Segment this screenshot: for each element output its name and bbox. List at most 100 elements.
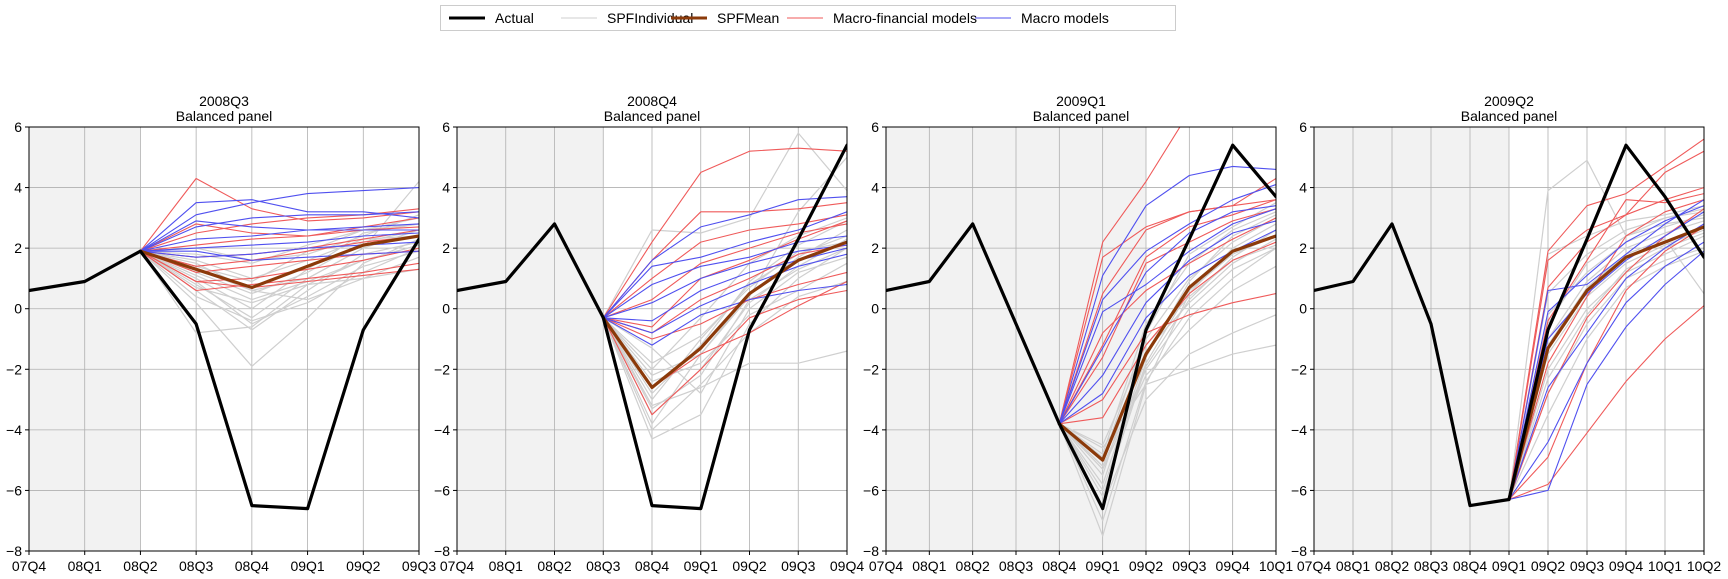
y-tick-label: 0	[14, 301, 22, 317]
x-tick-label: 08Q4	[1042, 558, 1076, 574]
macro-model-line	[1058, 205, 1276, 425]
chart-panel: −8 −6 −4 −2 0 2 4 6 07Q4 08Q1 08Q2 08Q3 08Q4 09Q1 09Q2…	[6, 93, 436, 574]
spf-individual-line	[139, 250, 419, 304]
y-tick-label: −4	[434, 422, 450, 438]
macro-financial-line	[1058, 199, 1276, 425]
spf-individual-line	[602, 156, 847, 376]
spf-individual-line	[1058, 238, 1276, 458]
legend-label: Actual	[495, 10, 534, 26]
x-tick-label: 09Q1	[684, 558, 718, 574]
macro-financial-line	[602, 220, 847, 328]
macro-financial-line	[139, 177, 419, 252]
y-tick-label: 0	[442, 301, 450, 317]
y-tick-label: −6	[6, 482, 22, 498]
x-tick-label: 08Q1	[68, 558, 102, 574]
y-tick-label: −2	[863, 361, 879, 377]
chart-panel: −8 −6 −4 −2 0 2 4 6 07Q4 08Q1 08Q2 08Q3 08Q4 09Q1 09Q2…	[1291, 93, 1721, 574]
actual-line	[1314, 143, 1704, 508]
macro-model-line	[139, 223, 419, 252]
macro-model-line	[1058, 165, 1276, 425]
macro-financial-line	[1058, 199, 1276, 425]
chart-subtitle: Balanced panel	[1033, 108, 1130, 124]
spf-individual-line	[1058, 344, 1276, 449]
spf-individual-line	[139, 247, 419, 322]
spf-individual-line	[602, 217, 847, 370]
x-tick-label: 09Q3	[781, 558, 815, 574]
spf-individual-line	[1508, 250, 1704, 501]
spf-individual-line	[602, 132, 847, 319]
legend-label: SPFIndividual	[607, 10, 693, 26]
spf-individual-line	[602, 317, 847, 407]
spf-individual-line	[602, 280, 847, 431]
spf-individual-line	[1508, 235, 1704, 501]
y-tick-label: 4	[442, 180, 450, 196]
macro-model-line	[139, 187, 419, 252]
y-tick-label: 4	[14, 180, 22, 196]
x-tick-label: 09Q1	[1492, 558, 1526, 574]
y-tick-label: 0	[1299, 301, 1307, 317]
macro-financial-line	[1508, 199, 1704, 501]
spf-individual-line	[139, 223, 419, 310]
macro-model-line	[602, 253, 847, 334]
macro-model-line	[602, 211, 847, 319]
x-tick-label: 08Q3	[1414, 558, 1448, 574]
x-tick-label: 08Q3	[586, 558, 620, 574]
spf-individual-line	[602, 262, 847, 382]
y-tick-label: 6	[442, 119, 450, 135]
y-tick-label: −2	[434, 361, 450, 377]
macro-model-line	[1508, 241, 1704, 501]
spf-mean-line	[1507, 225, 1704, 502]
macro-financial-line	[1508, 138, 1704, 501]
x-tick-label: 08Q3	[999, 558, 1033, 574]
spf-individual-line	[1508, 232, 1704, 501]
macro-model-line	[602, 235, 847, 319]
history-shade	[457, 127, 604, 551]
spf-mean-line	[138, 234, 419, 290]
spf-mean-line	[1057, 234, 1276, 462]
x-tick-label: 08Q2	[123, 558, 157, 574]
x-tick-label: 09Q4	[1216, 558, 1250, 574]
y-tick-label: −6	[1291, 482, 1307, 498]
chart-title: 2008Q3	[199, 93, 249, 109]
x-tick-label: 08Q1	[489, 558, 523, 574]
spf-individual-line	[602, 247, 847, 410]
macro-financial-line	[139, 250, 419, 292]
y-tick-label: −6	[434, 482, 450, 498]
y-tick-label: 2	[14, 240, 22, 256]
history-shade	[1314, 127, 1509, 551]
spf-mean-line	[601, 240, 847, 390]
macro-financial-line	[602, 223, 847, 319]
y-tick-label: 2	[442, 240, 450, 256]
spf-individual-line	[1058, 229, 1276, 498]
macro-financial-line	[1058, 217, 1276, 425]
x-tick-label: 09Q4	[830, 558, 864, 574]
x-tick-label: 08Q4	[635, 558, 669, 574]
chart-legend: Actual SPFIndividual SPFMean Macro-financia…	[440, 5, 1176, 31]
y-tick-label: 2	[871, 240, 879, 256]
macro-model-line	[139, 232, 419, 252]
macro-model-line	[1058, 183, 1276, 425]
spf-individual-line	[139, 235, 419, 279]
macro-financial-line	[139, 250, 419, 289]
y-tick-label: 6	[1299, 119, 1307, 135]
x-tick-label: 09Q3	[1172, 558, 1206, 574]
x-tick-label: 08Q2	[537, 558, 571, 574]
macro-model-line	[1508, 205, 1704, 501]
x-tick-label: 09Q3	[1570, 558, 1604, 574]
spf-individual-line	[1058, 247, 1276, 522]
x-tick-label: 08Q2	[1375, 558, 1409, 574]
macro-model-line	[1508, 250, 1704, 501]
macro-model-line	[1508, 223, 1704, 501]
macro-financial-line	[602, 147, 847, 319]
x-tick-label: 07Q4	[1297, 558, 1331, 574]
chart-panel: −8 −6 −4 −2 0 2 4 6 07Q4 08Q1 08Q2 08Q3 08Q4 09Q1 09Q2…	[434, 93, 864, 574]
y-tick-label: −4	[6, 422, 22, 438]
macro-financial-line	[139, 217, 419, 252]
x-tick-label: 07Q4	[869, 558, 903, 574]
macro-model-line	[139, 220, 419, 252]
plot-frame	[885, 126, 1277, 552]
legend-graphic: Actual SPFIndividual SPFMean Macro-financia…	[449, 10, 1109, 26]
spf-individual-line	[602, 256, 847, 395]
chart-title: 2009Q2	[1484, 93, 1534, 109]
